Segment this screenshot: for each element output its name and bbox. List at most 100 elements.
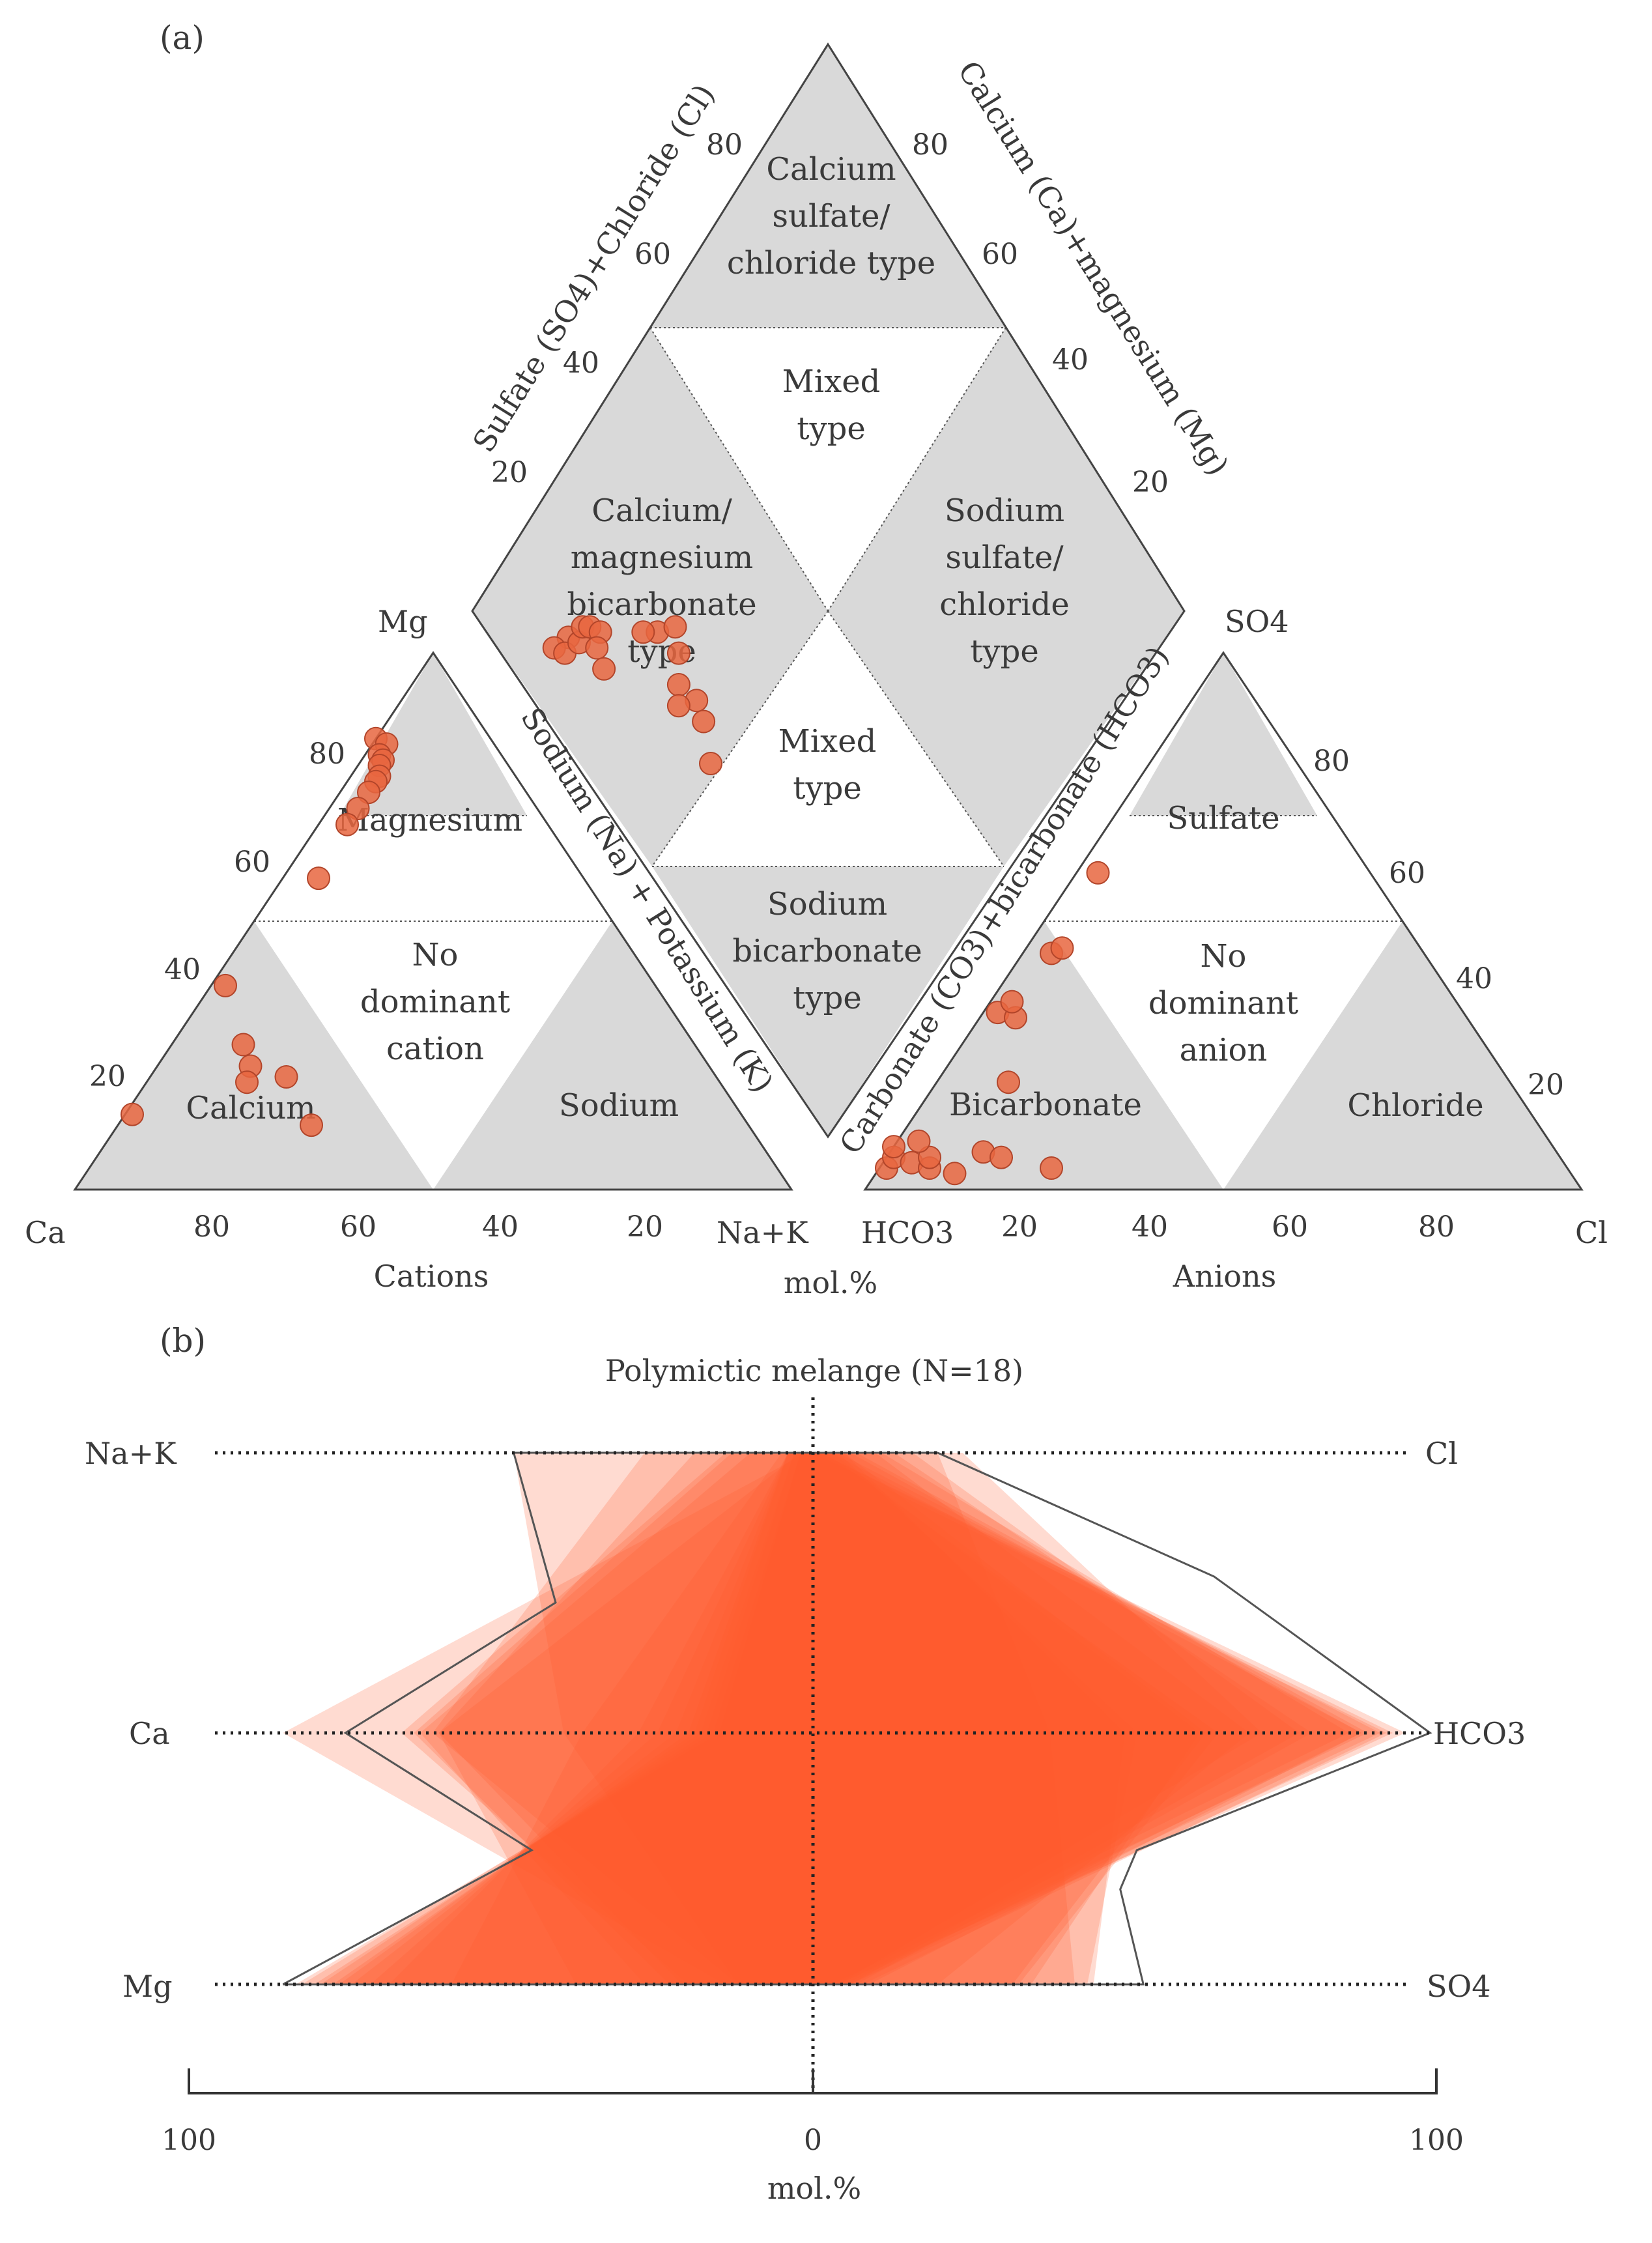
schoeller-profile-8	[370, 1453, 1362, 1984]
anion-region-label-bicarbonate: Bicarbonate	[949, 1087, 1142, 1123]
anion-point-7	[943, 1162, 967, 1186]
cation-region-label-no-dominant: No dominant cation	[360, 937, 510, 1067]
cation-vertex-ca: Ca	[25, 1215, 66, 1250]
anion-vertex-hco3: HCO3	[861, 1215, 954, 1250]
diamond-outline	[471, 42, 1186, 1139]
diamond-point-10	[663, 615, 687, 639]
cation-bottom-tick-40: 40	[482, 1210, 519, 1244]
anion-point-15	[1000, 990, 1024, 1014]
diamond-point-18	[666, 641, 691, 665]
schoeller-profile-5	[333, 1453, 1368, 1984]
panel-b-title: Polymictic melange (N=18)	[605, 1353, 1023, 1388]
anion-axis-title: Anions	[1173, 1259, 1276, 1294]
anion-point-10	[990, 1145, 1013, 1169]
cation-point-13	[231, 1033, 255, 1057]
cation-region-label-sodium: Sodium	[559, 1087, 679, 1124]
diamond-region-label-5: Mixed type	[778, 723, 877, 807]
anion-region-label-sulfate: Sulfate	[1167, 800, 1279, 836]
diamond-point-8	[585, 636, 609, 660]
anion-triangle-outline	[863, 651, 1584, 1191]
schoeller-xtick-right: 100	[1409, 2124, 1464, 2157]
cation-point-15	[235, 1070, 259, 1094]
diamond-region-label-2: Mixed type	[782, 364, 881, 447]
cation-point-12	[214, 973, 237, 997]
diamond-left-tick-20: 20	[491, 456, 528, 489]
cation-region-label-calcium: Calcium	[186, 1090, 315, 1126]
schoeller-profile-13	[414, 1453, 1218, 1984]
diamond-right-tick-80: 80	[912, 128, 948, 162]
cation-point-17	[121, 1102, 144, 1126]
anion-point-8	[907, 1129, 931, 1153]
anion-region-sulfate	[1130, 653, 1317, 816]
diamond-field	[471, 42, 1186, 1139]
anion-bottom-tick-60: 60	[1272, 1210, 1308, 1244]
panel-a-unit-label: mol.%	[784, 1265, 877, 1300]
diamond-point-15	[692, 709, 716, 734]
cation-points	[121, 726, 399, 1137]
diamond-left-tick-80: 80	[706, 128, 743, 162]
diamond-left-tick-40: 40	[563, 347, 599, 380]
schoeller-profile-6	[339, 1453, 1362, 1984]
anion-bottom-tick-40: 40	[1132, 1210, 1168, 1244]
panel-b-label: (b)	[160, 1322, 206, 1360]
diamond-points	[542, 615, 722, 775]
schoeller-profile-18	[513, 1453, 1075, 1984]
schoeller-label-mg: Mg	[122, 1969, 173, 2004]
cation-triangle-outline	[73, 651, 793, 1191]
anion-right-tick-20: 20	[1528, 1068, 1564, 1102]
diamond-point-14	[666, 694, 691, 718]
diamond-region-ca-mg-bicarbonate	[472, 328, 828, 866]
anion-region-bicarbonate	[865, 921, 1223, 1190]
schoeller-label-nak: Na+K	[85, 1436, 177, 1471]
diamond-region-label-6: Sodium bicarbonate type	[732, 886, 922, 1016]
schoeller-profile-17	[433, 1453, 1125, 1984]
schoeller-envelope-outline	[282, 1451, 1432, 1986]
cation-region-sodium	[433, 921, 791, 1190]
panel-a-label: (a)	[160, 19, 205, 57]
schoeller-profiles	[283, 1453, 1406, 1984]
cation-axis-title: Cations	[374, 1259, 489, 1294]
diamond-region-label-3: Calcium/magnesium bicarbonate type	[567, 493, 756, 670]
anion-right-tick-60: 60	[1389, 857, 1425, 890]
anion-point-11	[1040, 1156, 1063, 1180]
diamond-right-tick-40: 40	[1052, 343, 1089, 377]
cation-left-tick-80: 80	[309, 737, 345, 771]
cation-point-18	[300, 1113, 323, 1137]
anion-point-6	[918, 1145, 941, 1169]
cation-bottom-tick-80: 80	[193, 1210, 230, 1244]
anion-point-3	[882, 1135, 905, 1159]
cation-left-tick-40: 40	[164, 953, 201, 986]
schoeller-label-hco3: HCO3	[1433, 1716, 1526, 1751]
schoeller-label-so4: SO4	[1427, 1969, 1491, 2004]
schoeller-profile-11	[438, 1453, 1262, 1984]
schoeller-profile-16	[283, 1453, 1137, 1984]
diamond-right-tick-60: 60	[982, 238, 1018, 271]
schoeller-xtick-center: 0	[804, 2124, 822, 2157]
diamond-region-sodium-sulfate-chloride	[828, 328, 1184, 866]
diamond-region-label-4: Sodium sulfate/chloride type	[939, 493, 1069, 670]
cation-point-16	[274, 1065, 298, 1089]
schoeller-xtick-left: 100	[162, 2124, 216, 2157]
anion-bottom-tick-20: 20	[1001, 1210, 1038, 1244]
diamond-region-calcium-sulfate-chloride	[650, 44, 1006, 328]
diamond-region-label-1: Calcium sulfate/chloride type	[727, 151, 935, 281]
cation-point-11	[307, 866, 330, 891]
anion-point-17	[1050, 936, 1074, 960]
cation-left-tick-20: 20	[89, 1060, 126, 1093]
schoeller-profile-4	[320, 1453, 1380, 1984]
cation-point-8	[357, 780, 380, 805]
schoeller-profile-15	[438, 1453, 1200, 1984]
schoeller-profile-7	[351, 1453, 1349, 1984]
diamond-point-12	[666, 673, 691, 696]
anion-point-12	[997, 1070, 1020, 1094]
schoeller-profile-10	[451, 1453, 1300, 1984]
anion-bottom-tick-80: 80	[1418, 1210, 1455, 1244]
anion-vertex-so4: SO4	[1225, 604, 1289, 639]
anion-right-tick-40: 40	[1456, 962, 1492, 995]
anion-region-chloride	[1223, 921, 1582, 1190]
cation-point-9	[346, 797, 370, 820]
anion-right-tick-80: 80	[1313, 745, 1350, 778]
cation-no-dominant	[254, 921, 612, 1190]
diamond-left-tick-60: 60	[634, 238, 671, 271]
